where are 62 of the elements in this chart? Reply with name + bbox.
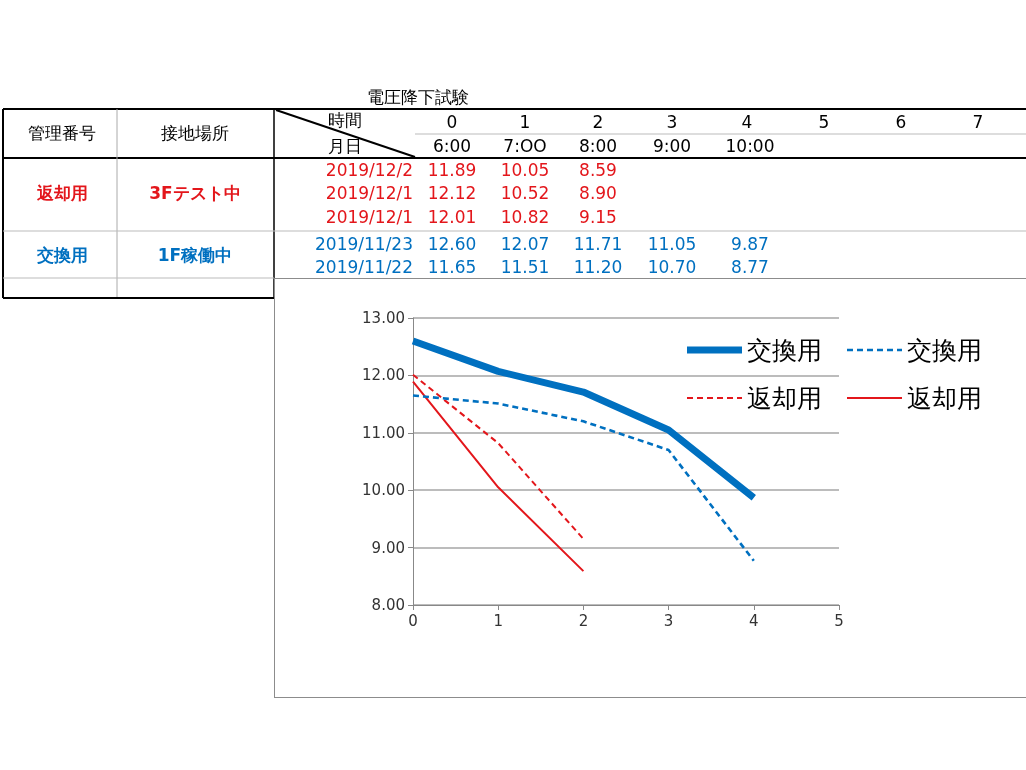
text: 月日 (328, 136, 362, 156)
legend-label: 返却用 (907, 383, 982, 413)
y-tick-label: 12.00 (362, 366, 405, 385)
y-tick-label: 13.00 (362, 309, 405, 327)
text: 10.52 (500, 183, 550, 203)
legend-label: 返却用 (747, 383, 822, 413)
text: 9.15 (579, 207, 617, 227)
text: 5 (818, 112, 830, 132)
x-tick-label: 1 (493, 611, 503, 630)
text: 10.82 (500, 207, 550, 227)
text: 11.05 (647, 234, 697, 254)
text: 10.05 (500, 160, 550, 180)
text: 4 (741, 112, 753, 132)
text: 8.77 (731, 257, 769, 277)
text: 9.87 (731, 234, 769, 254)
text: 11.71 (573, 234, 623, 254)
text: 8:00 (578, 136, 618, 156)
y-tick-label: 9.00 (371, 538, 405, 557)
text: 10:00 (725, 136, 775, 156)
text: 9:00 (652, 136, 692, 156)
text: 7:OO (503, 136, 547, 156)
text: 12.01 (427, 207, 477, 227)
text: 11.89 (427, 160, 477, 180)
text: 10.70 (647, 257, 697, 277)
text: 3 (666, 112, 678, 132)
x-tick-label: 4 (749, 611, 759, 630)
text: 2019/12/1 (325, 207, 413, 227)
legend-label: 交換用 (747, 335, 822, 365)
text: 2019/11/22 (315, 257, 413, 277)
text: 11.65 (427, 257, 477, 277)
text: 2 (592, 112, 604, 132)
x-tick-label: 5 (834, 611, 844, 630)
text: 返却用 (36, 183, 88, 203)
legend-label: 交換用 (907, 335, 982, 365)
text: 6:00 (432, 136, 472, 156)
text: 2019/11/23 (315, 234, 413, 254)
text: 1F稼働中 (157, 245, 233, 265)
x-tick-label: 2 (578, 611, 589, 630)
text: 2019/12/1 (325, 183, 413, 203)
y-tick-label: 8.00 (371, 596, 405, 614)
text: 7 (972, 112, 984, 132)
chart-title: 電圧降下試験 (367, 87, 469, 107)
text: 11.51 (500, 257, 550, 277)
text: 2019/12/2 (325, 160, 413, 180)
x-tick-label: 3 (663, 611, 674, 630)
y-tick-label: 11.00 (362, 423, 405, 442)
text: 時間 (328, 110, 362, 130)
text: 1 (519, 112, 531, 132)
text: 12.12 (427, 183, 477, 203)
text: 6 (895, 112, 907, 132)
y-tick-label: 10.00 (362, 481, 405, 500)
text: 8.90 (579, 183, 617, 203)
text: 11.20 (573, 257, 623, 277)
x-tick-label: 0 (408, 611, 418, 630)
text: 3Fテスト中 (149, 183, 241, 203)
text: 接地場所 (161, 123, 229, 143)
text: 8.59 (579, 160, 617, 180)
text: 12.07 (500, 234, 550, 254)
text: 管理番号 (28, 123, 96, 143)
text: 12.60 (427, 234, 477, 254)
text: 0 (446, 112, 458, 132)
text: 交換用 (36, 245, 88, 265)
